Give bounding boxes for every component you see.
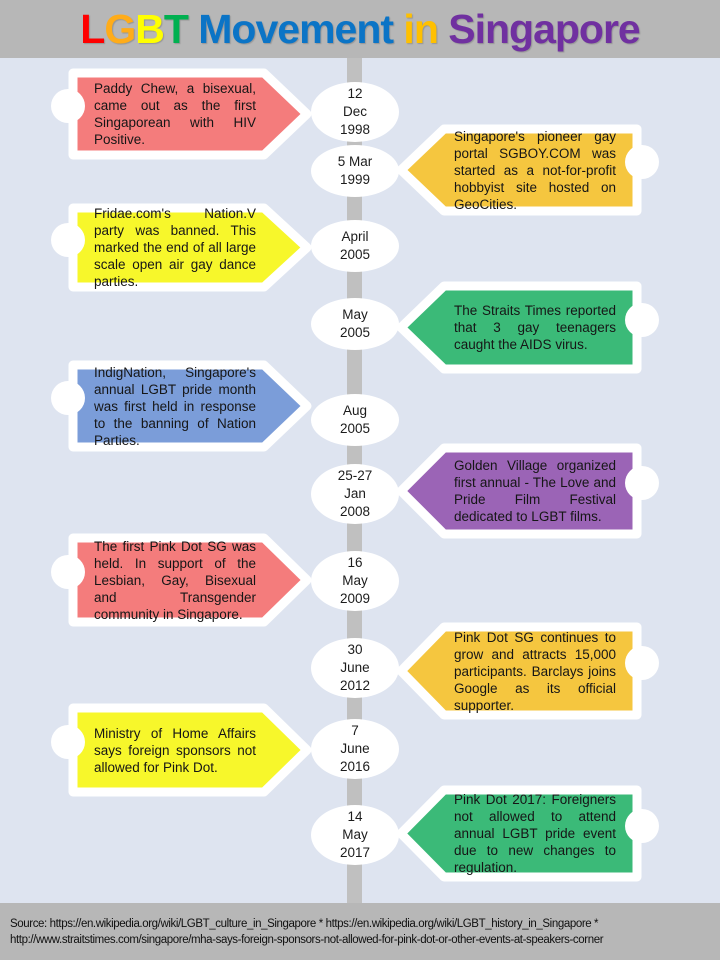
callout-arrow-shape bbox=[68, 703, 312, 797]
event-date-text: 2008 bbox=[339, 504, 371, 519]
callout-arrow-shape bbox=[396, 124, 642, 216]
callout-circle-decoration bbox=[51, 222, 85, 257]
event-date-text: Jan bbox=[344, 486, 366, 501]
event-callout: Pink Dot 2017: Foreigners not allowed to… bbox=[396, 785, 659, 882]
page-title: LGBT Movement in Singapore bbox=[80, 5, 640, 53]
event-date-text: 16 bbox=[347, 555, 363, 570]
event-date-text: June bbox=[340, 660, 370, 675]
source-text-line-1: Source: https://en.wikipedia.org/wiki/LG… bbox=[10, 918, 599, 930]
event-date-text: 2012 bbox=[339, 678, 371, 693]
title-segment: B bbox=[135, 5, 165, 52]
event-callout: Ministry of Home Affairs says foreign sp… bbox=[51, 703, 312, 797]
event-description: Singapore's pioneer gay portal SGBOY.COM… bbox=[454, 128, 616, 212]
callout-circle-decoration bbox=[625, 808, 659, 843]
event-description: Pink Dot 2017: Foreigners not allowed to… bbox=[454, 792, 616, 875]
event-date-text: 2009 bbox=[339, 591, 371, 606]
event-date-text: April bbox=[341, 229, 369, 244]
event-date-text: May bbox=[342, 827, 368, 842]
callout-circle-decoration bbox=[625, 646, 659, 680]
event-callout: Singapore's pioneer gay portal SGBOY.COM… bbox=[396, 124, 659, 216]
title-segment: in bbox=[403, 5, 438, 52]
title-bar: LGBT Movement in Singapore bbox=[0, 0, 720, 58]
event-date-text: 7 bbox=[351, 723, 359, 738]
event-date-text: 2016 bbox=[339, 759, 371, 774]
event-date-oval: 5 Mar 1999 bbox=[311, 145, 399, 197]
title-segment: T bbox=[163, 5, 189, 52]
event-description: Fridae.com's Nation.V party was banned. … bbox=[94, 206, 256, 289]
callout-arrow-shape bbox=[396, 785, 642, 882]
callout-circle-decoration bbox=[625, 466, 659, 500]
callout-circle-decoration bbox=[51, 555, 85, 589]
callout-arrow-shape bbox=[68, 203, 312, 292]
title-segment: L bbox=[80, 5, 105, 52]
callout-arrow-shape bbox=[396, 443, 642, 539]
event-callout: Pink Dot SG continues to grow and attrac… bbox=[396, 622, 659, 720]
callout-arrow-shape bbox=[68, 68, 312, 160]
event-date-text: Aug bbox=[342, 403, 368, 418]
event-date-oval: 7 June 2016 bbox=[311, 719, 399, 779]
event-date-oval: 30 June 2012 bbox=[311, 638, 399, 698]
event-date-text: 2005 bbox=[339, 247, 371, 262]
callout-circle-decoration bbox=[625, 302, 659, 337]
event-date-text: May bbox=[342, 307, 368, 322]
event-date-text: May bbox=[342, 573, 368, 588]
event-description: Pink Dot SG continues to grow and attrac… bbox=[454, 629, 616, 713]
source-text-line-2: http://www.straitstimes.com/singapore/mh… bbox=[10, 934, 604, 946]
event-date-oval: May 2005 bbox=[311, 298, 399, 350]
event-callout: Paddy Chew, a bisexual, came out as the … bbox=[51, 68, 312, 160]
event-date-text: 5 Mar bbox=[337, 154, 373, 169]
title-segment: Singapore bbox=[437, 5, 640, 52]
event-date-text: Dec bbox=[342, 104, 367, 119]
event-date-oval: 16 May 2009 bbox=[311, 551, 399, 611]
event-date-text: 1999 bbox=[339, 172, 371, 187]
callout-arrow-shape bbox=[68, 360, 312, 452]
event-callout: Fridae.com's Nation.V party was banned. … bbox=[51, 203, 312, 292]
callout-arrow-shape bbox=[396, 281, 642, 374]
event-date-text: 2017 bbox=[339, 845, 371, 860]
callout-arrow-shape bbox=[396, 622, 642, 720]
event-date-text: 14 bbox=[347, 809, 363, 824]
callout-circle-decoration bbox=[51, 89, 85, 123]
event-date-oval: Aug 2005 bbox=[311, 394, 399, 446]
footer-bar: Source: https://en.wikipedia.org/wiki/LG… bbox=[0, 903, 720, 960]
callout-circle-decoration bbox=[51, 725, 85, 759]
event-date-text: 25-27 bbox=[337, 468, 373, 483]
event-description: Paddy Chew, a bisexual, came out as the … bbox=[94, 81, 256, 147]
event-callout: The Straits Times reported that 3 gay te… bbox=[396, 281, 659, 374]
event-description: The Straits Times reported that 3 gay te… bbox=[454, 303, 616, 352]
event-callout: Golden Village organized first annual - … bbox=[396, 443, 659, 539]
event-date-text: 1998 bbox=[339, 122, 371, 137]
title-segment: G bbox=[104, 5, 136, 52]
event-date-text: 12 bbox=[347, 86, 363, 101]
event-description: The first Pink Dot SG was held. In suppo… bbox=[94, 538, 256, 622]
event-date-oval: 25-27 Jan 2008 bbox=[311, 464, 399, 524]
event-callout: IndigNation, Singapore's annual LGBT pri… bbox=[51, 360, 312, 452]
event-date-text: 30 bbox=[347, 642, 363, 657]
event-callout: The first Pink Dot SG was held. In suppo… bbox=[51, 533, 312, 627]
callout-circle-decoration bbox=[625, 145, 659, 179]
event-description: Ministry of Home Affairs says foreign sp… bbox=[94, 725, 256, 775]
event-date-text: June bbox=[340, 741, 370, 756]
event-description: Golden Village organized first annual - … bbox=[454, 458, 616, 524]
event-date-oval: 14 May 2017 bbox=[311, 805, 399, 865]
callout-circle-decoration bbox=[51, 381, 85, 415]
event-description: IndigNation, Singapore's annual LGBT pri… bbox=[94, 364, 256, 448]
callout-arrow-shape bbox=[68, 533, 312, 627]
event-date-oval: April 2005 bbox=[311, 220, 399, 272]
event-date-oval: 12 Dec 1998 bbox=[311, 82, 399, 142]
event-date-text: 2005 bbox=[339, 421, 371, 436]
event-date-text: 2005 bbox=[339, 325, 371, 340]
title-segment: Movement bbox=[187, 5, 404, 52]
